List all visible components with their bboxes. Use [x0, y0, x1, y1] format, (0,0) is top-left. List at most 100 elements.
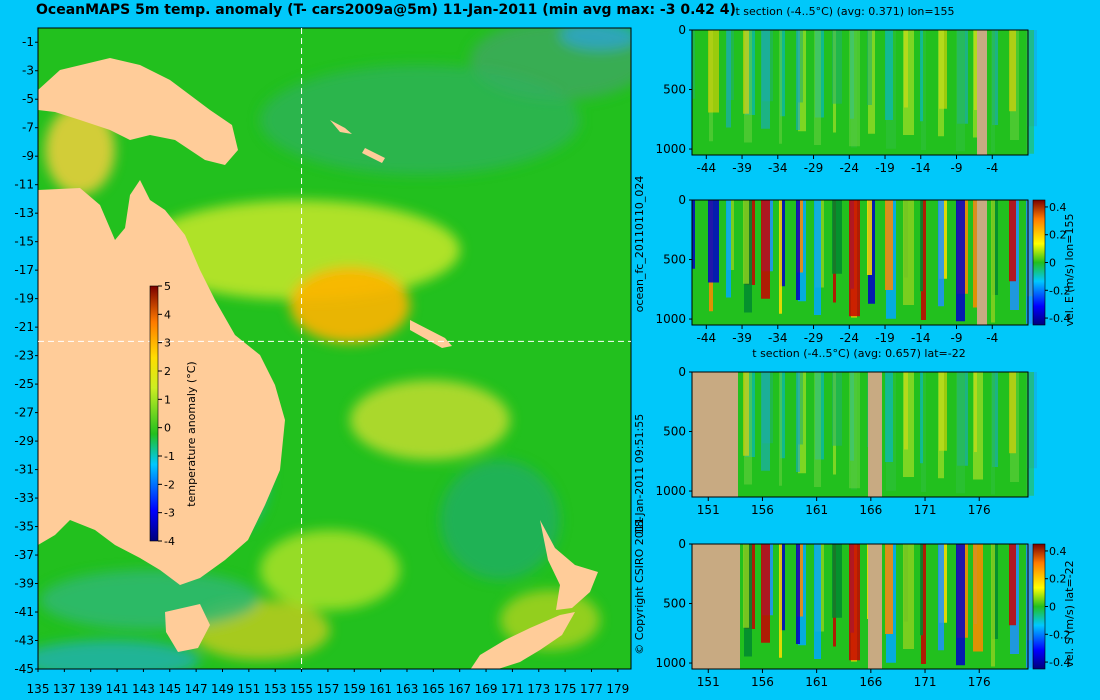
section-streak	[814, 372, 821, 487]
velocity-colorbar-tick-label: 0	[1049, 601, 1056, 614]
lat-tick-label: -25	[14, 377, 34, 391]
section-streak	[708, 200, 719, 283]
section-streak	[726, 30, 731, 128]
section-streak	[885, 30, 893, 120]
velocity-colorbar-tick-label: -0.2	[1049, 284, 1070, 297]
section-streak	[832, 200, 842, 274]
lon-tick-label: 141	[106, 682, 129, 696]
lon-tick-label: 159	[343, 682, 366, 696]
section-streak	[938, 200, 944, 307]
section-streak	[1009, 30, 1016, 112]
section-streak	[991, 544, 995, 667]
lon-tick-label: 149	[211, 682, 234, 696]
section-streak	[1026, 200, 1034, 324]
lat-tick-label: -23	[14, 349, 34, 363]
copyright-label: © Copyright CSIRO 2011	[633, 517, 646, 655]
section-streak	[1026, 544, 1034, 668]
section-streak	[991, 200, 995, 323]
section-streak	[938, 544, 944, 651]
section-streak	[726, 200, 731, 298]
section-streak	[903, 544, 914, 649]
section-x-tick-label: 166	[859, 503, 882, 517]
figure-title: OceanMAPS 5m temp. anomaly (T- cars2009a…	[36, 2, 736, 18]
lon-tick-label: 151	[237, 682, 260, 696]
lat-tick-label: -35	[14, 520, 34, 534]
lat-tick-label: -1	[22, 35, 34, 49]
section-x-tick-label: -9	[951, 331, 963, 345]
lon-tick-label: 153	[264, 682, 287, 696]
section-x-tick-label: -29	[804, 161, 824, 175]
new-zealand-north-land	[540, 520, 598, 610]
section-streak	[903, 372, 914, 477]
section-title-1: t section (-4..5°C) (avg: 0.371) lon=155	[735, 5, 955, 18]
depth-tick-label: 500	[663, 425, 686, 439]
section-land	[868, 372, 882, 497]
section-streak	[920, 200, 923, 292]
section-streak	[796, 200, 800, 300]
section-streak	[849, 372, 860, 489]
lon-tick-label: 145	[158, 682, 181, 696]
lon-tick-label: 143	[132, 682, 155, 696]
section-streak	[1009, 544, 1016, 626]
lat-tick-label: -19	[14, 292, 34, 306]
lon-tick-label: 167	[448, 682, 471, 696]
lon-tick-label: 163	[396, 682, 419, 696]
lat-tick-label: -3	[22, 64, 34, 78]
lat-tick-label: -5	[22, 92, 34, 106]
map-colorbar-tick-label: 2	[164, 365, 171, 378]
section-streak	[1009, 372, 1016, 454]
section-streak	[885, 200, 893, 290]
velocity-colorbar-tick-label: 0.2	[1049, 573, 1067, 586]
section-streak	[1009, 200, 1016, 282]
lat-tick-label: -9	[22, 149, 34, 163]
new-zealand-south-land	[470, 612, 575, 669]
section-land	[692, 372, 738, 497]
lon-tick-label: 137	[53, 682, 76, 696]
lat-tick-label: -15	[14, 235, 34, 249]
lat-tick-label: -17	[14, 263, 34, 277]
map-colorbar	[149, 285, 159, 542]
section-streak	[761, 200, 770, 299]
depth-tick-label: 1000	[655, 142, 686, 156]
map-colorbar-tick-label: 0	[164, 422, 171, 435]
section-streak	[814, 200, 821, 315]
section-land	[692, 544, 740, 669]
depth-tick-label: 1000	[655, 312, 686, 326]
section-streak	[956, 30, 965, 152]
section-streak	[780, 200, 785, 287]
lat-tick-label: -45	[14, 662, 34, 676]
anomaly-map	[37, 27, 632, 670]
depth-tick-label: 0	[678, 23, 686, 37]
section-x-tick-label: -24	[839, 331, 859, 345]
lon-tick-label: 139	[79, 682, 102, 696]
velocity-colorbar-tick-label: -0.4	[1049, 656, 1070, 669]
depth-tick-label: 500	[663, 253, 686, 267]
section-x-tick-label: -14	[911, 331, 931, 345]
section-x-tick-label: 166	[859, 675, 882, 689]
velocity-colorbar	[1032, 543, 1046, 670]
lon-tick-label: 173	[527, 682, 550, 696]
section-streak	[920, 372, 923, 464]
map-colorbar-tick-label: 5	[164, 280, 171, 293]
section-streak	[1026, 30, 1034, 154]
section-streak	[832, 544, 842, 618]
lon-tick-label: 135	[27, 682, 50, 696]
section-streak	[885, 544, 893, 634]
velocity-colorbar-tick-label: 0	[1049, 257, 1056, 270]
section-x-tick-label: 161	[805, 675, 828, 689]
section-streak	[692, 200, 695, 269]
lat-tick-label: -7	[22, 121, 34, 135]
lat-tick-label: -13	[14, 206, 34, 220]
section-title-3: t section (-4..5°C) (avg: 0.657) lat=-22	[752, 347, 966, 360]
map-colorbar-tick-label: 1	[164, 393, 171, 406]
new-guinea-land	[38, 58, 238, 165]
velocity-colorbar-tick-label: -0.4	[1049, 312, 1070, 325]
section-streak	[780, 544, 785, 631]
section-streak	[780, 372, 785, 459]
section-x-tick-label: -14	[911, 161, 931, 175]
section-x-tick-label: 176	[968, 503, 991, 517]
section-land	[977, 200, 987, 325]
depth-tick-label: 500	[663, 83, 686, 97]
velocity-colorbar-tick-label: 0.4	[1049, 201, 1067, 214]
depth-tick-label: 1000	[655, 484, 686, 498]
